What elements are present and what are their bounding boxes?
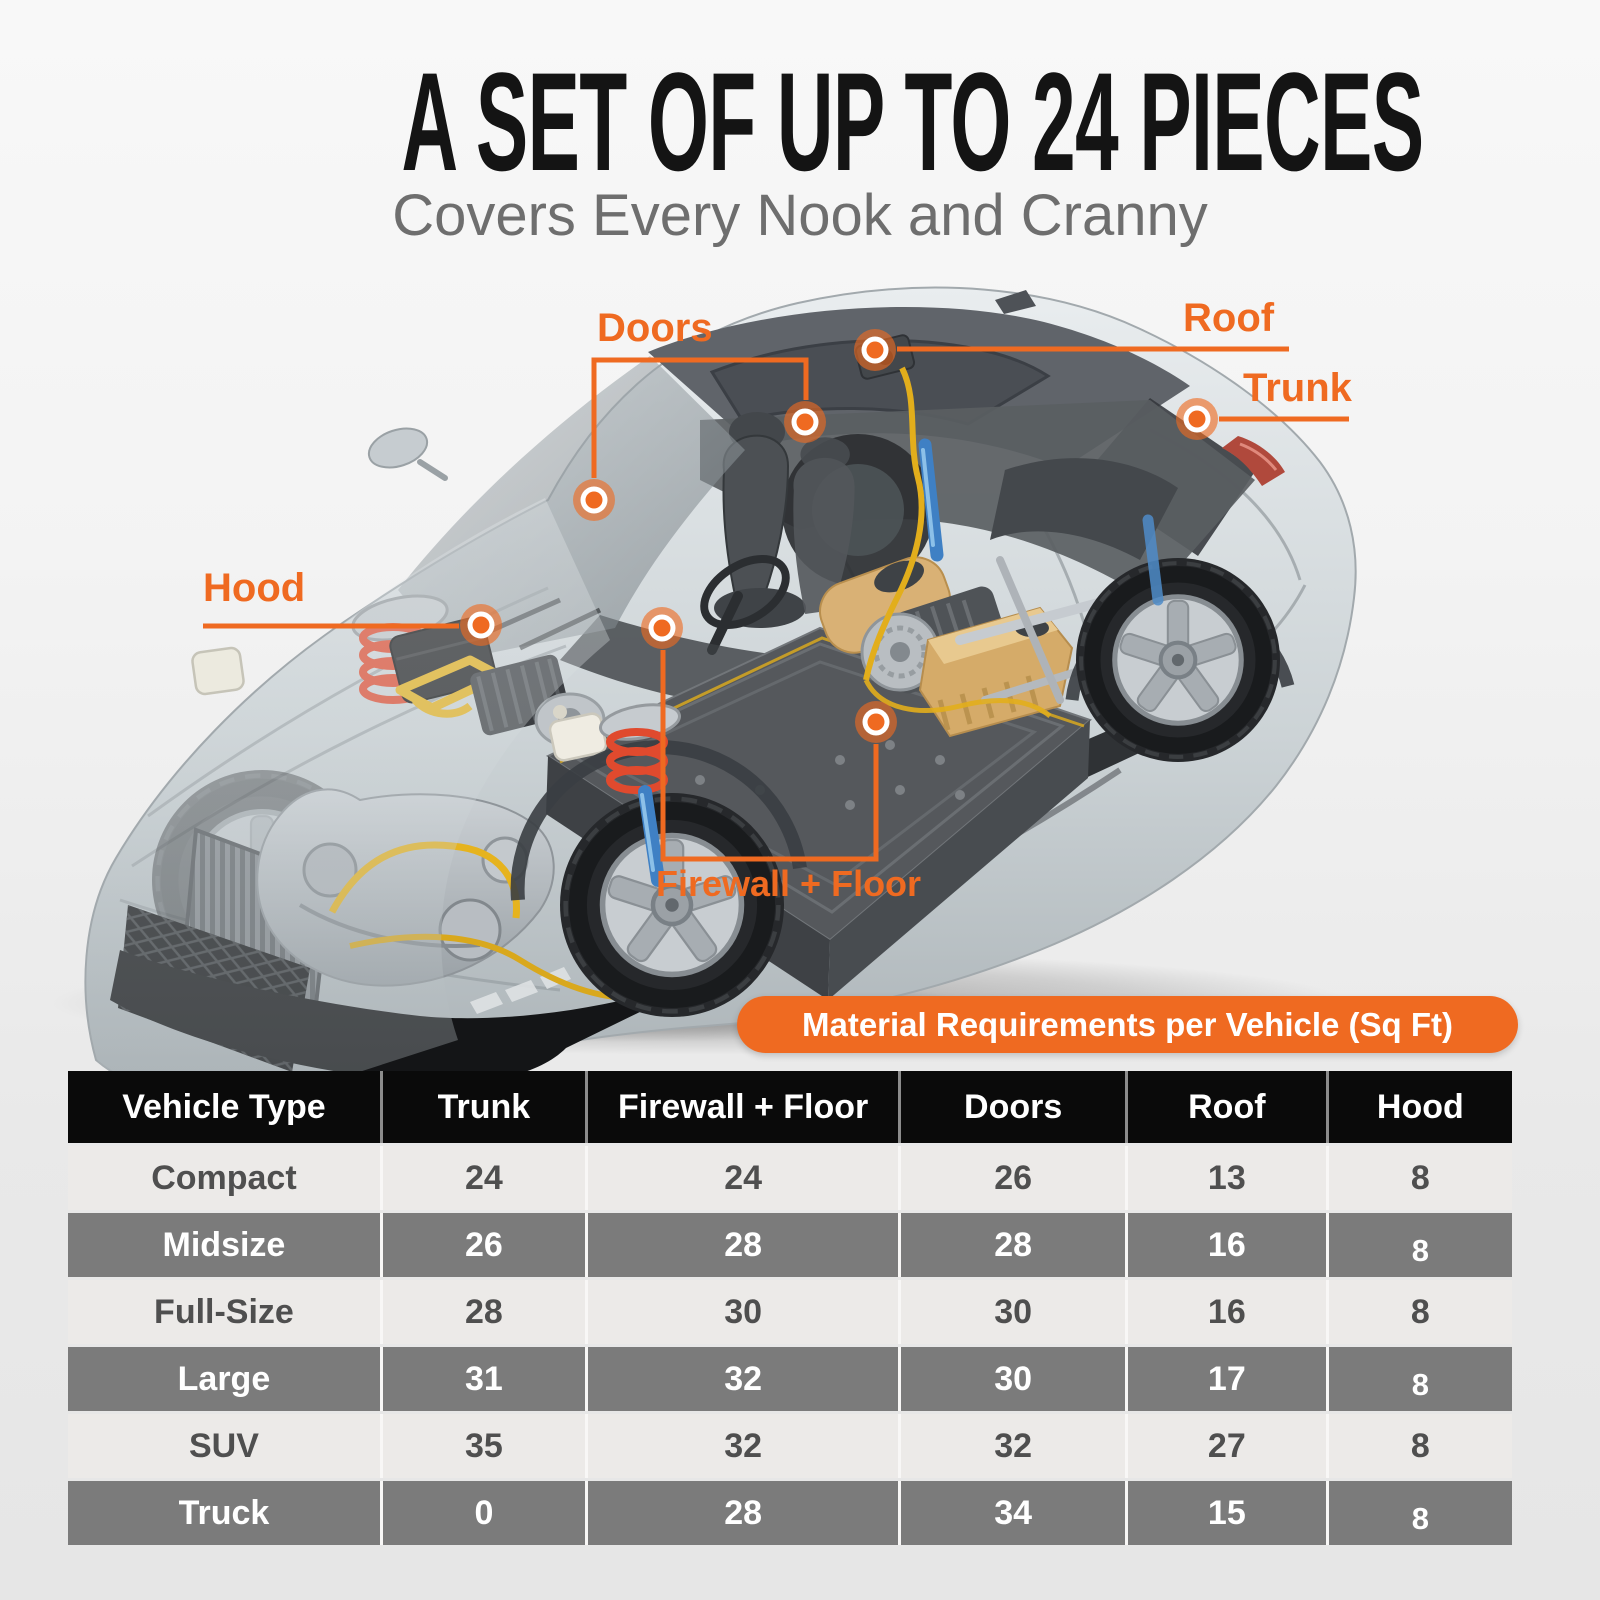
marker-floor (855, 701, 897, 743)
fender-ghost (86, 498, 611, 1102)
marker-roof (854, 329, 896, 371)
table-row-suv: SUV 35 32 32 27 8 (68, 1414, 1512, 1478)
value-cell: 15 (1124, 1481, 1326, 1545)
antenna-fin (995, 290, 1036, 314)
value-cell: 8 (1325, 1414, 1512, 1478)
vehicle-type-cell: Large (177, 1359, 271, 1398)
callout-lines (203, 346, 1349, 862)
marker-doors-rear (784, 401, 826, 443)
callout-label-trunk: Trunk (1243, 366, 1352, 410)
marker-trunk (1176, 398, 1218, 440)
value-cell: 8 (1325, 1280, 1512, 1344)
rear-wheel (1065, 514, 1295, 762)
cabin-interior (560, 400, 1255, 708)
vehicle-type-cell: SUV (188, 1426, 259, 1465)
table-header-row: Vehicle Type Trunk Firewall + Floor Door… (68, 1071, 1512, 1143)
value-cell: 27 (1124, 1414, 1326, 1478)
value-cell: 28 (584, 1481, 898, 1545)
column-header-roof: Roof (1124, 1071, 1326, 1143)
value-cell: 16 (1124, 1280, 1326, 1344)
column-header-trunk: Trunk (379, 1071, 585, 1143)
value-cell: 31 (379, 1347, 585, 1411)
value-cell: 0 (379, 1481, 585, 1545)
marker-doors-front (573, 479, 615, 521)
value-cell: 8 (1325, 1481, 1512, 1545)
side-mirror (367, 427, 448, 481)
value-cell: 28 (898, 1213, 1125, 1277)
value-cell: 8 (1325, 1347, 1512, 1411)
banner-label: Material Requirements per Vehicle (Sq Ft… (801, 1005, 1453, 1043)
value-cell: 8 (1325, 1213, 1512, 1277)
value-cell: 24 (584, 1146, 898, 1210)
vehicle-type-cell: Truck (178, 1493, 270, 1532)
value-cell: 28 (379, 1280, 585, 1344)
value-cell: 32 (584, 1347, 898, 1411)
taillight (1222, 436, 1285, 486)
table-row-full-size: Full-Size 28 30 30 16 8 (68, 1280, 1512, 1344)
callout-line-doors (591, 357, 809, 478)
value-cell: 26 (379, 1213, 585, 1277)
value-cell: 28 (584, 1213, 898, 1277)
marker-firewall (641, 607, 683, 649)
rear-drivetrain (819, 366, 1119, 738)
table-row-compact: Compact 24 24 26 13 8 (68, 1146, 1512, 1210)
callout-label-firewall-floor: Firewall + Floor (656, 863, 922, 904)
column-header-vehicle-type: Vehicle Type (122, 1087, 326, 1126)
marker-hood (460, 604, 502, 646)
page-title-wrap: A SET OF UP TO 24 PIECES (0, 52, 1600, 192)
column-header-firewall-floor: Firewall + Floor (584, 1071, 898, 1143)
value-cell: 30 (584, 1280, 898, 1344)
value-cell: 30 (898, 1347, 1125, 1411)
page-subtitle-wrap: Covers Every Nook and Cranny (0, 182, 1600, 249)
callout-label-roof: Roof (1183, 296, 1275, 340)
page-subtitle: Covers Every Nook and Cranny (392, 183, 1208, 248)
value-cell: 32 (898, 1414, 1125, 1478)
value-cell: 35 (379, 1414, 585, 1478)
value-cell: 30 (898, 1280, 1125, 1344)
callout-line-firewall-floor (660, 650, 879, 862)
column-header-doors: Doors (898, 1071, 1125, 1143)
value-cell: 34 (898, 1481, 1125, 1545)
value-cell: 8 (1325, 1146, 1512, 1210)
table-row-large: Large 31 32 30 17 8 (68, 1347, 1512, 1411)
value-cell: 24 (379, 1146, 585, 1210)
value-cell: 16 (1124, 1213, 1326, 1277)
value-cell: 13 (1124, 1146, 1326, 1210)
column-header-hood: Hood (1325, 1071, 1512, 1143)
hv-cable (863, 366, 925, 681)
value-cell: 32 (584, 1414, 898, 1478)
value-cell: 26 (898, 1146, 1125, 1210)
callout-label-doors: Doors (597, 306, 713, 350)
vehicle-type-cell: Midsize (162, 1225, 286, 1264)
callout-label-hood: Hood (203, 566, 306, 610)
vehicle-type-cell: Compact (151, 1158, 297, 1197)
vehicle-type-cell: Full-Size (154, 1292, 294, 1331)
front-wheel (510, 703, 807, 1017)
table-row-midsize: Midsize 26 28 28 16 8 (68, 1213, 1512, 1277)
material-requirements-banner: Material Requirements per Vehicle (Sq Ft… (737, 996, 1518, 1053)
material-requirements-table: Vehicle Type Trunk Firewall + Floor Door… (68, 1071, 1512, 1545)
page-title: A SET OF UP TO 24 PIECES (401, 43, 1425, 200)
table-row-truck: Truck 0 28 34 15 8 (68, 1481, 1512, 1545)
value-cell: 17 (1124, 1347, 1326, 1411)
